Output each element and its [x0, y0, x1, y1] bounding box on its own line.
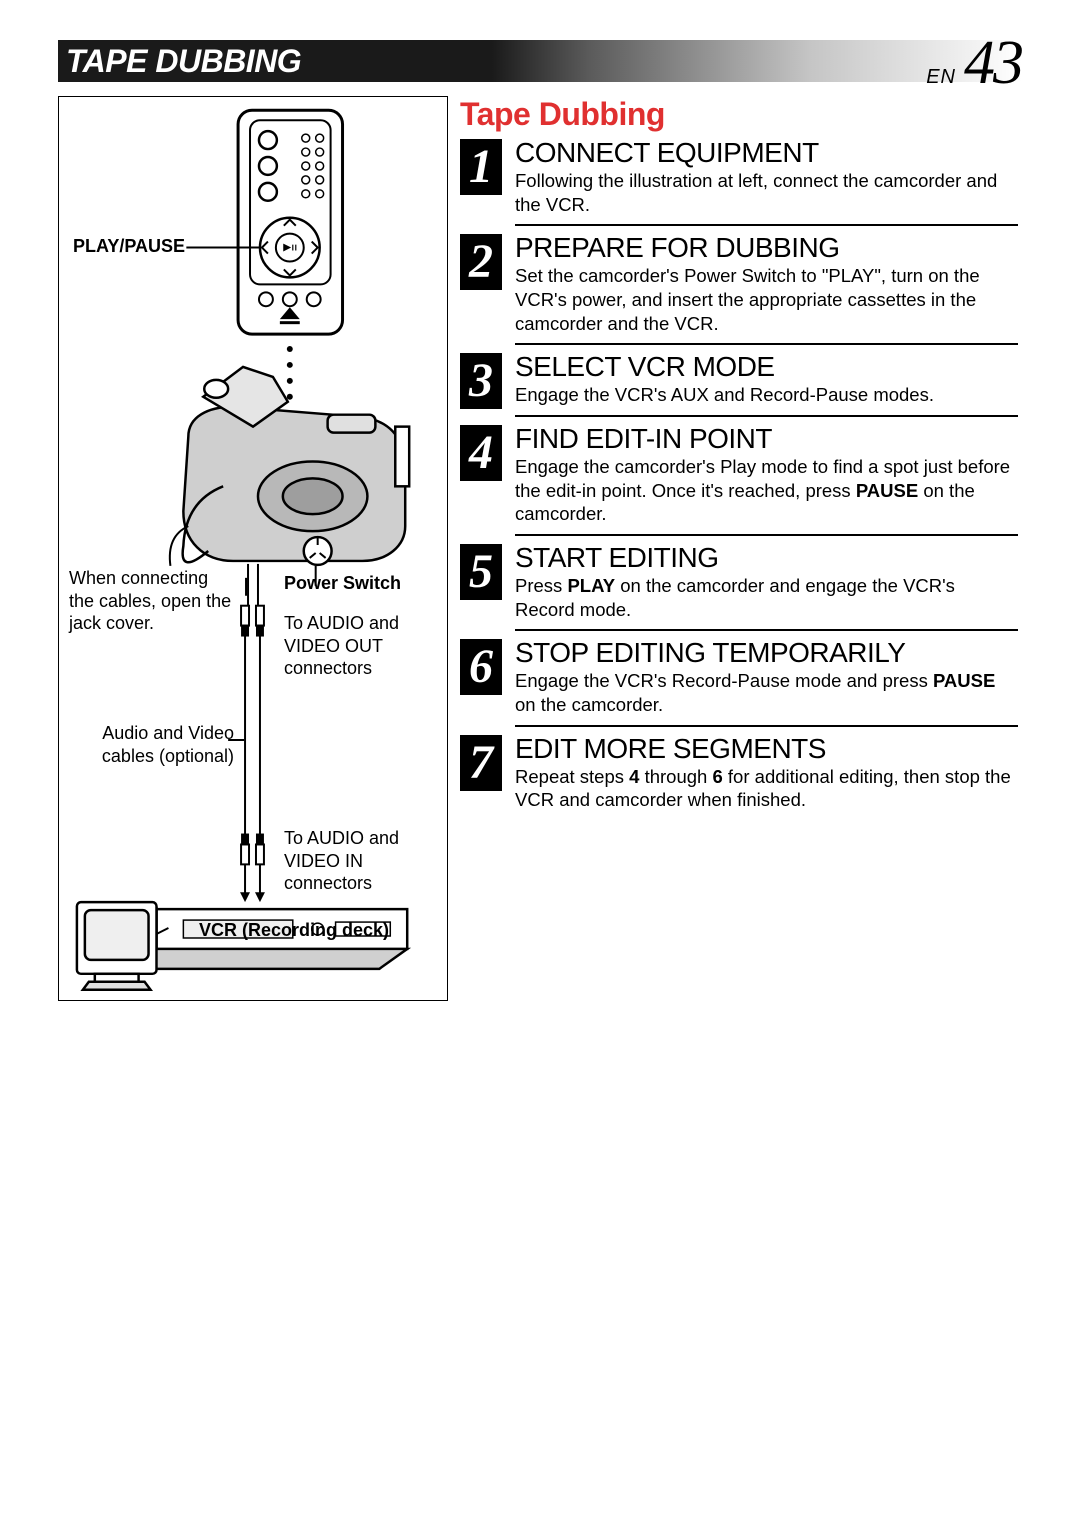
step-5: 5 START EDITING Press PLAY on the camcor… [460, 542, 1018, 631]
page-number: 43 [964, 28, 1022, 99]
label-av-cables: Audio and Video cables (optional) [89, 722, 234, 767]
diagram-panel: PLAY/PAUSE When connecting the cables, o… [58, 96, 448, 1001]
label-play-pause: PLAY/PAUSE [73, 235, 185, 258]
label-jack-cover: When connecting the cables, open the jac… [69, 567, 234, 635]
step-body: Repeat steps 4 through 6 for additional … [515, 765, 1018, 820]
step-heading: PREPARE FOR DUBBING [515, 232, 1018, 264]
page-lang: EN [926, 66, 956, 89]
label-vcr: VCR (Recording deck) [199, 919, 399, 942]
label-power-switch: Power Switch [284, 572, 401, 595]
step-4: 4 FIND EDIT-IN POINT Engage the camcorde… [460, 423, 1018, 536]
step-number: 4 [460, 425, 502, 481]
step-number: 5 [460, 544, 502, 600]
step-heading: START EDITING [515, 542, 1018, 574]
instructions-panel: Tape Dubbing 1 CONNECT EQUIPMENT Followi… [460, 96, 1018, 826]
step-1: 1 CONNECT EQUIPMENT Following the illust… [460, 137, 1018, 226]
label-av-out: To AUDIO and VIDEO OUT connectors [284, 612, 434, 680]
step-6: 6 STOP EDITING TEMPORARILY Engage the VC… [460, 637, 1018, 726]
step-number: 7 [460, 735, 502, 791]
header-bar: TAPE DUBBING [58, 40, 1022, 82]
step-heading: EDIT MORE SEGMENTS [515, 733, 1018, 765]
step-3: 3 SELECT VCR MODE Engage the VCR's AUX a… [460, 351, 1018, 417]
step-number: 1 [460, 139, 502, 195]
step-body: Following the illustration at left, conn… [515, 169, 1018, 226]
step-body: Engage the VCR's AUX and Record-Pause mo… [515, 383, 1018, 417]
step-2: 2 PREPARE FOR DUBBING Set the camcorder'… [460, 232, 1018, 345]
step-heading: FIND EDIT-IN POINT [515, 423, 1018, 455]
page-indicator: EN 43 [926, 28, 1022, 99]
step-number: 3 [460, 353, 502, 409]
step-body: Engage the VCR's Record-Pause mode and p… [515, 669, 1018, 726]
step-7: 7 EDIT MORE SEGMENTS Repeat steps 4 thro… [460, 733, 1018, 820]
step-heading: CONNECT EQUIPMENT [515, 137, 1018, 169]
step-body: Set the camcorder's Power Switch to "PLA… [515, 264, 1018, 345]
header-title: TAPE DUBBING [66, 43, 301, 80]
step-heading: SELECT VCR MODE [515, 351, 1018, 383]
section-title: Tape Dubbing [460, 96, 1018, 133]
step-heading: STOP EDITING TEMPORARILY [515, 637, 1018, 669]
step-number: 2 [460, 234, 502, 290]
step-body: Press PLAY on the camcorder and engage t… [515, 574, 1018, 631]
label-av-in: To AUDIO and VIDEO IN connectors [284, 827, 434, 895]
step-number: 6 [460, 639, 502, 695]
step-body: Engage the camcorder's Play mode to find… [515, 455, 1018, 536]
